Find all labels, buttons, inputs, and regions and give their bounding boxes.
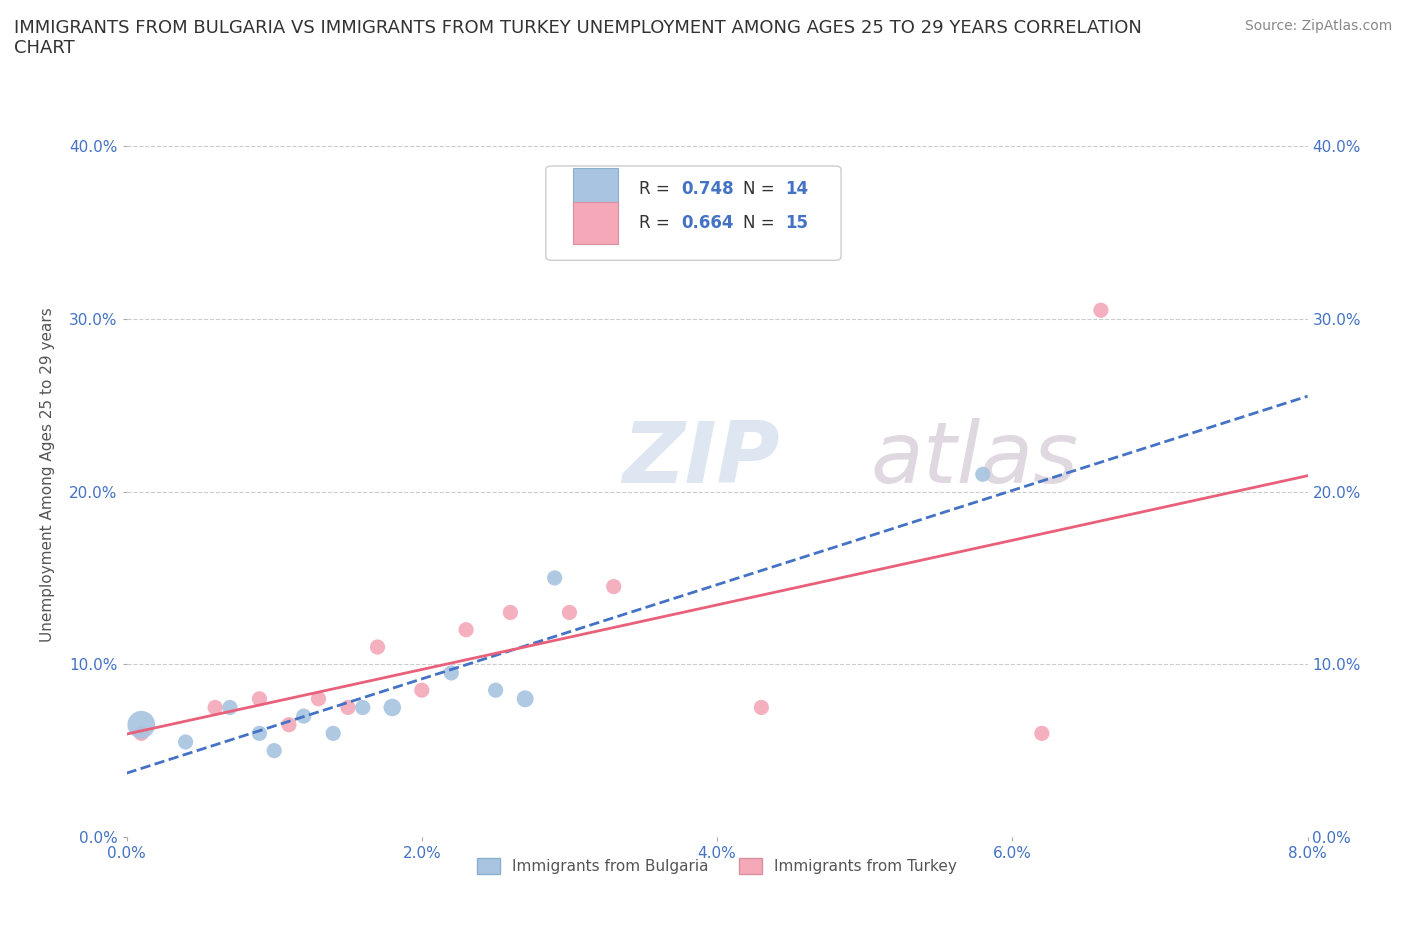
Text: N =: N = (742, 179, 780, 198)
Point (337, 700, 360, 715)
Point (278, 717, 301, 732)
Point (352, 700, 374, 715)
Point (249, 691, 271, 706)
FancyBboxPatch shape (574, 167, 617, 209)
Point (322, 726, 344, 741)
Text: ZIP: ZIP (623, 418, 780, 501)
Point (292, 709, 315, 724)
Text: 14: 14 (786, 179, 808, 198)
Point (515, 691, 537, 706)
Y-axis label: Unemployment Among Ages 25 to 29 years: Unemployment Among Ages 25 to 29 years (41, 307, 55, 642)
Text: 0.664: 0.664 (682, 214, 734, 232)
Point (440, 666, 463, 681)
FancyBboxPatch shape (574, 202, 617, 244)
Point (381, 700, 404, 715)
Point (751, 700, 773, 715)
Point (1031, 726, 1053, 741)
Point (204, 700, 226, 715)
Point (219, 700, 242, 715)
Point (367, 640, 389, 655)
Point (174, 735, 197, 750)
Point (972, 467, 994, 482)
Text: 15: 15 (786, 214, 808, 232)
Legend: Immigrants from Bulgaria, Immigrants from Turkey: Immigrants from Bulgaria, Immigrants fro… (471, 852, 963, 880)
FancyBboxPatch shape (546, 166, 841, 260)
Point (603, 579, 626, 594)
Text: atlas: atlas (870, 418, 1078, 501)
Point (307, 691, 329, 706)
Point (543, 570, 565, 585)
Point (129, 717, 153, 732)
Text: R =: R = (640, 179, 675, 198)
Point (263, 743, 285, 758)
Point (456, 622, 478, 637)
Text: IMMIGRANTS FROM BULGARIA VS IMMIGRANTS FROM TURKEY UNEMPLOYMENT AMONG AGES 25 TO: IMMIGRANTS FROM BULGARIA VS IMMIGRANTS F… (14, 19, 1142, 58)
Point (499, 605, 522, 620)
Text: N =: N = (742, 214, 780, 232)
Point (249, 726, 271, 741)
Point (558, 605, 581, 620)
Point (411, 683, 433, 698)
Text: 0.748: 0.748 (682, 179, 734, 198)
Point (129, 726, 153, 741)
Text: Source: ZipAtlas.com: Source: ZipAtlas.com (1244, 19, 1392, 33)
Point (484, 683, 508, 698)
Text: R =: R = (640, 214, 675, 232)
Point (1090, 303, 1112, 318)
